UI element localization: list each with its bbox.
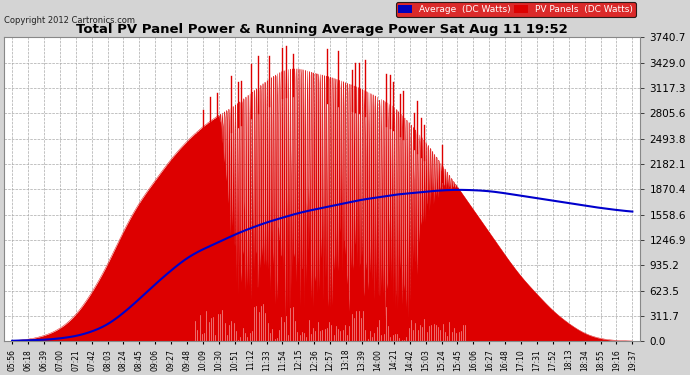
Title: Total PV Panel Power & Running Average Power Sat Aug 11 19:52: Total PV Panel Power & Running Average P… <box>77 23 568 36</box>
Text: Copyright 2012 Cartronics.com: Copyright 2012 Cartronics.com <box>4 16 135 25</box>
Legend: Average  (DC Watts), PV Panels  (DC Watts): Average (DC Watts), PV Panels (DC Watts) <box>396 2 635 17</box>
